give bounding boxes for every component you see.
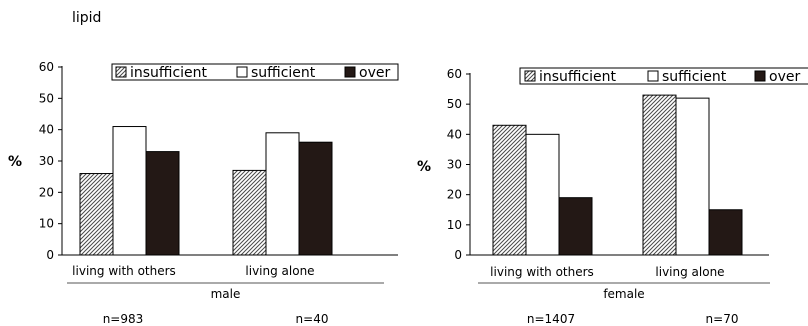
legend-swatch-sufficient-male	[236, 66, 248, 78]
bar-over-with-others-male	[145, 151, 180, 256]
y-tick-label-female: 60	[447, 67, 462, 81]
y-tick-label-female: 0	[454, 248, 462, 262]
bar-sufficient-with-others-male	[112, 126, 147, 256]
n-label-male: n=40	[296, 312, 329, 326]
n-label-female: n=70	[706, 312, 739, 326]
y-tick-label-male: 0	[46, 248, 54, 262]
legend-label-over-male: over	[359, 65, 390, 81]
legend-swatch-over-female	[754, 70, 766, 82]
legend-swatch-insufficient-male	[115, 66, 127, 78]
legend-swatch-over-male	[344, 66, 356, 78]
bar-over-with-others-female	[558, 197, 593, 256]
chart-title: lipid	[72, 10, 101, 26]
legend-label-over-female: over	[769, 69, 800, 85]
bar-over-alone-male	[298, 141, 333, 256]
legend-label-sufficient-female: sufficient	[662, 69, 727, 85]
bar-sufficient-with-others-female	[525, 133, 560, 256]
y-tick-label-male: 30	[39, 154, 54, 168]
bar-insufficient-alone-male	[232, 169, 267, 256]
y-tick-label-female: 50	[447, 97, 462, 111]
y-tick-label-female: 30	[447, 158, 462, 172]
legend-swatch-sufficient-female	[647, 70, 659, 82]
group-label-female: female	[603, 287, 644, 301]
y-tick-label-male: 60	[39, 60, 54, 74]
legend-box-female	[519, 67, 808, 85]
chart-male: 0 10 20 30 40 50 60% living with others n=983 liv…	[8, 60, 399, 326]
legend-swatch-insufficient-female	[524, 70, 536, 82]
y-axis-label-male: %	[8, 154, 22, 170]
n-label-male: n=983	[103, 312, 144, 326]
legend-box-male	[111, 63, 399, 81]
group-label-male: male	[211, 287, 241, 301]
category-label-male: living with others	[72, 264, 176, 278]
bar-insufficient-alone-female	[642, 94, 677, 256]
y-tick-label-male: 20	[39, 185, 54, 199]
y-tick-label-male: 10	[39, 217, 54, 231]
legend-label-insufficient-female: insufficient	[539, 69, 617, 85]
bar-insufficient-with-others-male	[79, 173, 114, 256]
y-tick-label-female: 20	[447, 188, 462, 202]
category-label-female: living alone	[655, 265, 724, 279]
bar-over-alone-female	[708, 209, 743, 256]
legend-label-sufficient-male: sufficient	[251, 65, 316, 81]
y-tick-label-female: 40	[447, 127, 462, 141]
y-axis-label-female: %	[417, 159, 431, 175]
bar-sufficient-alone-female	[675, 97, 710, 256]
y-tick-label-female: 10	[447, 218, 462, 232]
category-label-female: living with others	[490, 265, 594, 279]
category-label-male: living alone	[245, 264, 314, 278]
bar-insufficient-with-others-female	[492, 124, 527, 256]
y-tick-label-male: 40	[39, 123, 54, 137]
y-tick-label-male: 50	[39, 91, 54, 105]
chart-female: 0 10 20 30 40 50 60% living with others n=1407 li…	[417, 67, 808, 326]
n-label-female: n=1407	[527, 312, 575, 326]
bar-sufficient-alone-male	[265, 132, 300, 256]
legend-label-insufficient-male: insufficient	[130, 65, 208, 81]
